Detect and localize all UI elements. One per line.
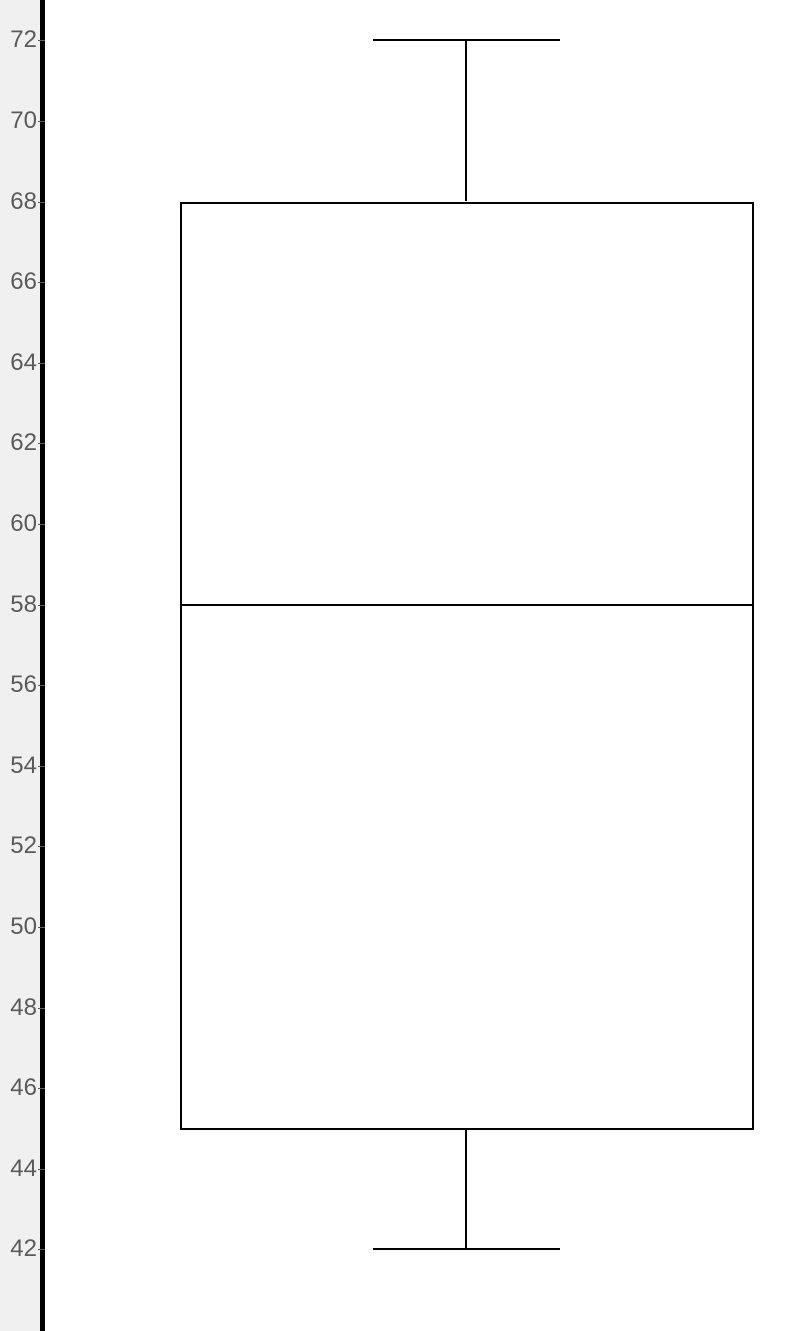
y-tick-label: 58 [10, 591, 37, 619]
lower-whisker-cap [373, 1248, 560, 1250]
y-tick-mark [38, 121, 45, 122]
y-tick-label: 60 [10, 510, 37, 538]
median-line [180, 604, 752, 606]
y-tick-mark [38, 1088, 45, 1089]
y-tick-label: 64 [10, 349, 37, 377]
y-tick-mark [38, 927, 45, 928]
y-tick-label: 48 [10, 994, 37, 1022]
y-tick-label: 70 [10, 107, 37, 135]
lower-whisker-line [465, 1128, 467, 1249]
boxplot-chart: 42 44 46 48 50 52 54 56 58 60 62 64 66 68 70 72 [0, 0, 788, 1331]
box-rect [180, 202, 754, 1131]
upper-whisker-line [465, 40, 467, 201]
y-tick-mark [38, 1008, 45, 1009]
y-tick-label: 44 [10, 1155, 37, 1183]
y-tick-mark [38, 605, 45, 606]
y-tick-label: 42 [10, 1235, 37, 1263]
y-tick-label: 62 [10, 429, 37, 457]
y-tick-mark [38, 524, 45, 525]
y-tick-label: 50 [10, 913, 37, 941]
y-tick-mark [38, 1169, 45, 1170]
y-tick-label: 46 [10, 1074, 37, 1102]
y-tick-mark [38, 443, 45, 444]
y-tick-mark [38, 363, 45, 364]
y-tick-mark [38, 1249, 45, 1250]
y-tick-label: 54 [10, 752, 37, 780]
y-tick-mark [38, 282, 45, 283]
y-tick-mark [38, 40, 45, 41]
y-tick-mark [38, 202, 45, 203]
y-tick-label: 68 [10, 188, 37, 216]
y-tick-label: 66 [10, 268, 37, 296]
y-tick-mark [38, 766, 45, 767]
y-tick-label: 56 [10, 671, 37, 699]
y-axis: 42 44 46 48 50 52 54 56 58 60 62 64 66 68 70 72 [0, 0, 45, 1331]
y-tick-label: 52 [10, 832, 37, 860]
upper-whisker-cap [373, 39, 560, 41]
y-tick-mark [38, 685, 45, 686]
y-tick-mark [38, 846, 45, 847]
y-tick-label: 72 [10, 26, 37, 54]
